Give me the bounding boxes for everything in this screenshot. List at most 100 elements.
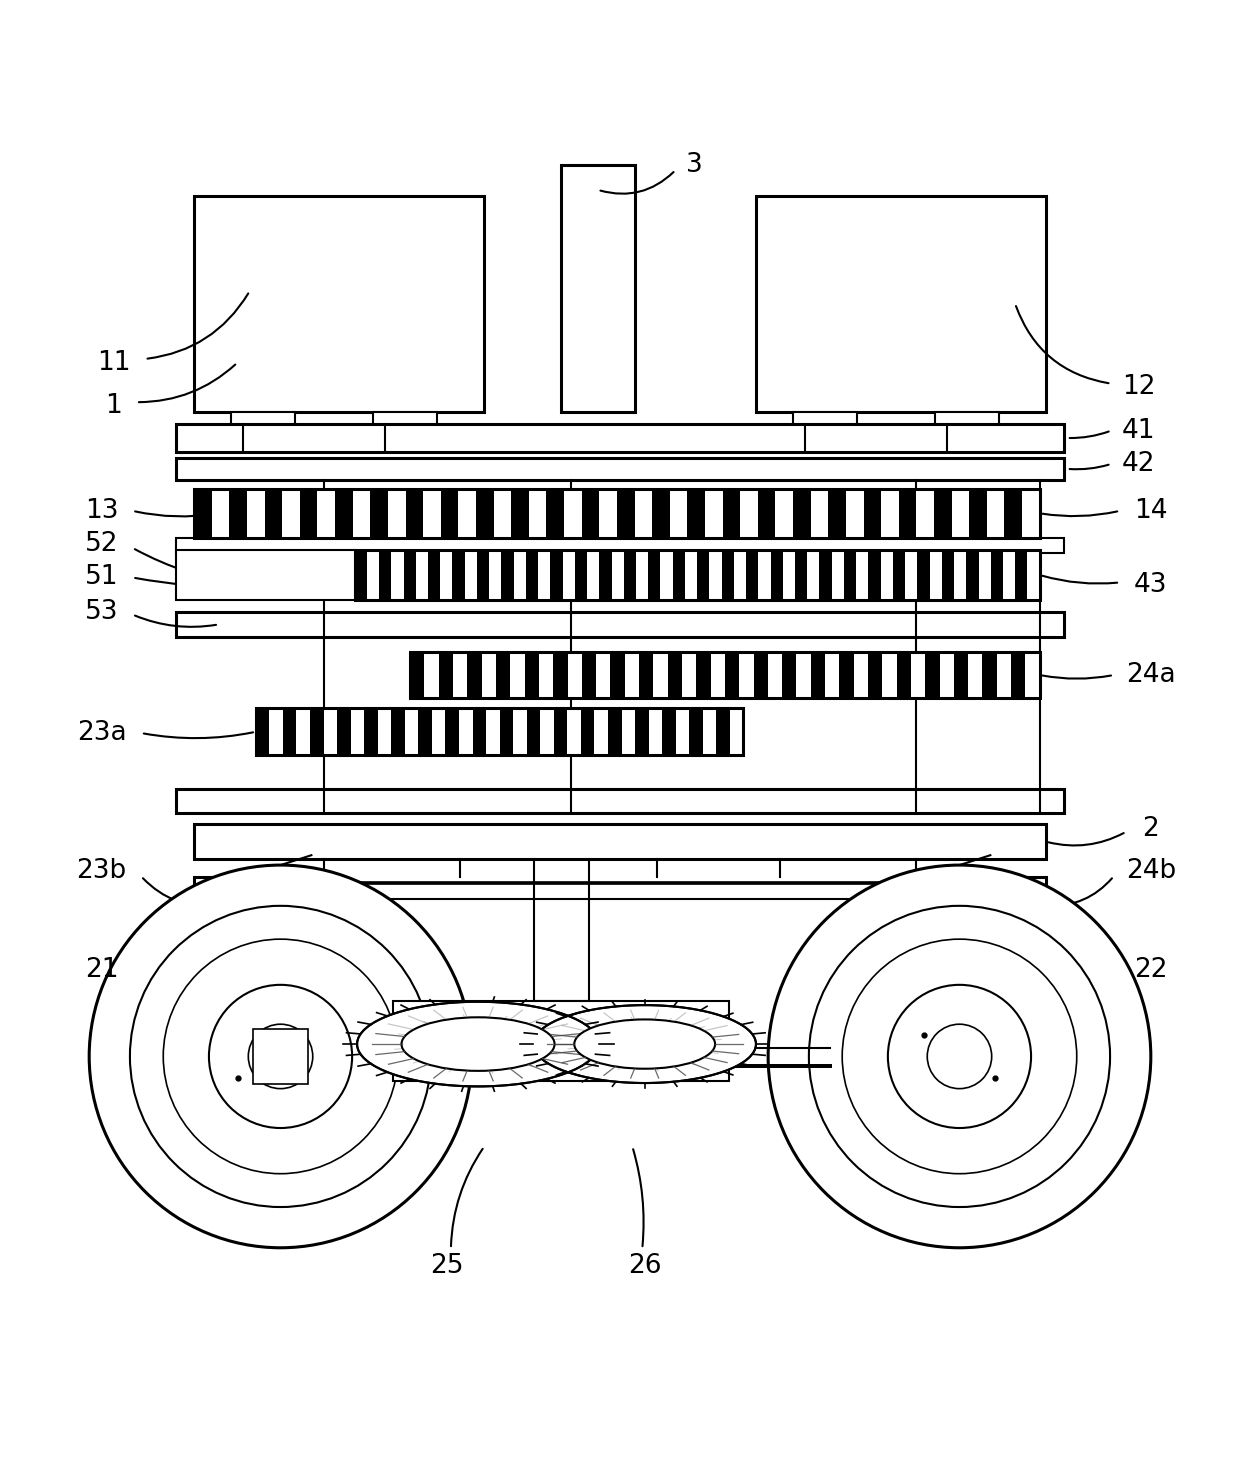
Bar — [756, 196, 1045, 412]
Bar — [863, 488, 882, 538]
Text: 21: 21 — [84, 957, 118, 984]
Bar — [371, 488, 388, 538]
Bar — [1011, 651, 1025, 698]
Bar — [754, 651, 768, 698]
Bar — [477, 550, 489, 600]
Bar — [500, 708, 513, 755]
Text: 41: 41 — [1122, 418, 1156, 444]
Bar — [722, 550, 734, 600]
Bar — [839, 651, 853, 698]
Text: 13: 13 — [84, 498, 118, 523]
Bar — [828, 488, 846, 538]
Bar — [195, 488, 212, 538]
Text: 43: 43 — [1135, 572, 1168, 598]
Bar — [582, 488, 599, 538]
Bar — [418, 708, 432, 755]
Text: 24b: 24b — [1126, 858, 1176, 884]
Bar — [782, 651, 796, 698]
Circle shape — [164, 940, 398, 1174]
Bar — [439, 651, 453, 698]
Bar — [428, 550, 440, 600]
Bar — [697, 550, 709, 600]
Bar — [811, 651, 825, 698]
Ellipse shape — [574, 1019, 715, 1069]
Text: 23b: 23b — [77, 858, 126, 884]
Bar — [264, 488, 283, 538]
Bar — [176, 457, 1064, 479]
Bar — [746, 550, 759, 600]
Bar — [195, 196, 484, 412]
Bar — [365, 708, 378, 755]
Text: 11: 11 — [97, 350, 130, 375]
Ellipse shape — [402, 1017, 554, 1070]
Circle shape — [808, 906, 1110, 1207]
Bar — [335, 488, 352, 538]
Bar — [195, 488, 1039, 538]
Bar — [672, 550, 684, 600]
Bar — [608, 708, 621, 755]
Bar — [501, 550, 513, 600]
Bar — [868, 550, 880, 600]
Circle shape — [208, 985, 352, 1127]
Bar — [373, 412, 438, 452]
Bar — [918, 550, 930, 600]
Bar — [982, 651, 997, 698]
Text: 12: 12 — [1122, 374, 1156, 400]
Bar — [820, 550, 832, 600]
Bar — [934, 488, 951, 538]
Bar — [618, 488, 635, 538]
Bar — [403, 550, 415, 600]
Circle shape — [888, 985, 1032, 1127]
Ellipse shape — [533, 1006, 756, 1083]
Bar — [440, 488, 459, 538]
Bar — [476, 488, 494, 538]
Bar — [794, 488, 811, 538]
Text: 1: 1 — [105, 393, 123, 419]
Bar — [925, 651, 940, 698]
Bar — [255, 708, 269, 755]
Bar — [910, 878, 1045, 909]
Bar — [355, 550, 1039, 600]
Bar — [176, 538, 1064, 553]
Bar — [195, 878, 330, 909]
Bar — [624, 550, 636, 600]
Bar — [453, 550, 465, 600]
Bar — [649, 550, 661, 600]
Bar — [467, 651, 481, 698]
Text: 53: 53 — [84, 600, 118, 625]
Bar — [472, 708, 486, 755]
Bar — [942, 550, 954, 600]
Bar — [525, 651, 539, 698]
Text: 22: 22 — [1135, 957, 1168, 984]
Bar — [893, 550, 905, 600]
Bar — [935, 412, 999, 452]
Bar — [560, 166, 635, 412]
Bar — [1016, 550, 1028, 600]
Bar — [410, 651, 424, 698]
Bar — [229, 488, 247, 538]
Bar — [639, 651, 653, 698]
Bar — [355, 550, 367, 600]
Bar — [231, 412, 295, 452]
Bar — [496, 651, 511, 698]
Bar — [405, 488, 423, 538]
Bar — [580, 708, 594, 755]
Bar — [725, 651, 739, 698]
Bar — [667, 651, 682, 698]
Bar — [582, 651, 596, 698]
Bar — [954, 651, 968, 698]
Bar — [176, 789, 1064, 814]
Bar — [551, 550, 563, 600]
Bar — [176, 611, 1064, 636]
Bar — [599, 550, 611, 600]
Text: 2: 2 — [1142, 817, 1159, 843]
Circle shape — [89, 865, 472, 1248]
Bar — [445, 708, 459, 755]
Circle shape — [248, 1025, 312, 1089]
Bar — [770, 550, 782, 600]
Bar — [758, 488, 775, 538]
Text: 14: 14 — [1135, 498, 1168, 523]
Text: 26: 26 — [627, 1253, 661, 1280]
Bar — [575, 550, 587, 600]
Bar — [966, 550, 978, 600]
